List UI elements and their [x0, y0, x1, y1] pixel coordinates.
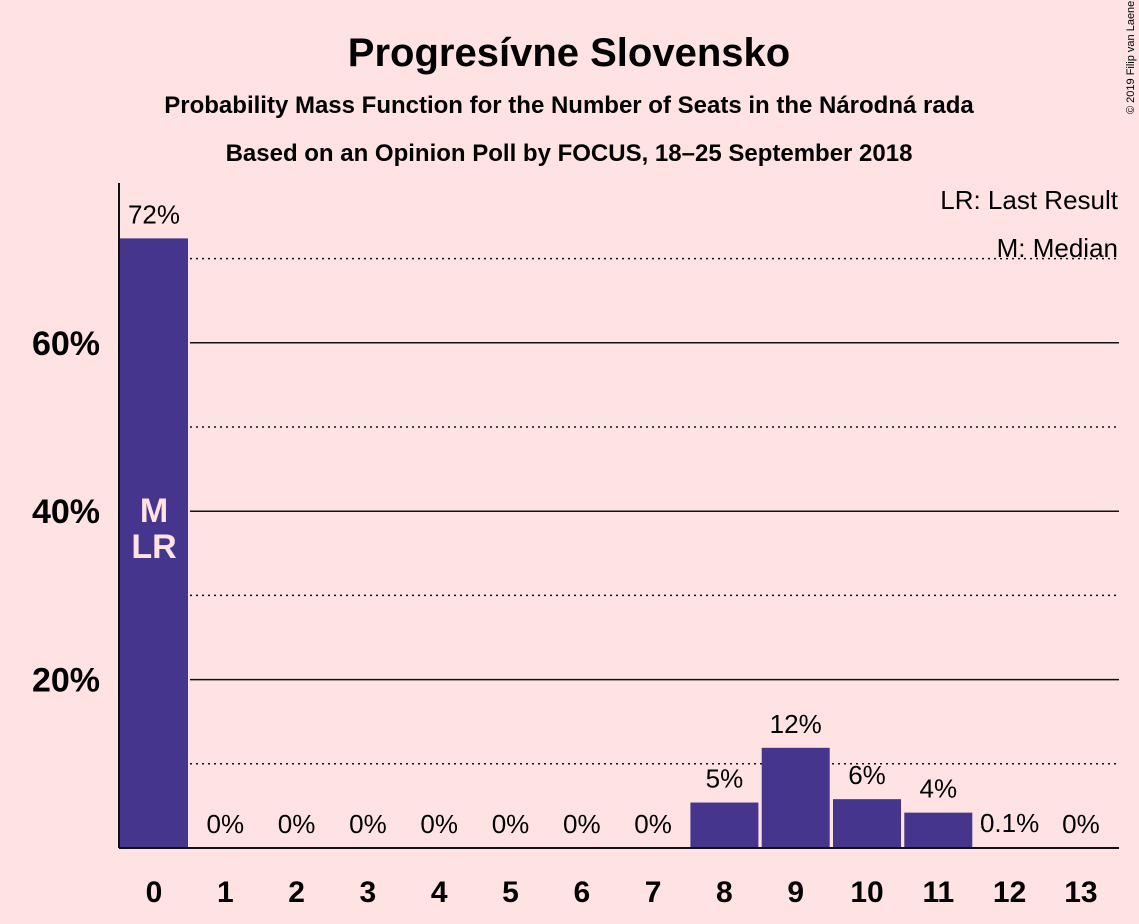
x-tick-label: 10: [850, 876, 883, 909]
x-tick-label: 9: [787, 876, 804, 909]
bar-10: [833, 799, 901, 848]
bar-value-label: 0%: [563, 809, 601, 839]
bar-markers: MLR: [131, 492, 176, 566]
x-tick-label: 4: [431, 876, 448, 909]
copyright-note: © 2019 Filip van Laenen: [1125, 0, 1137, 114]
bar-value-labels: 72% 0% 0% 0% 0% 0% 0% 0% 5% 12% 6% 4% 0.1% 0%: [128, 199, 1100, 839]
x-tick-label: 8: [716, 876, 733, 909]
chart-title: Progresívne Slovensko: [348, 31, 790, 75]
bar-value-label: 12%: [770, 709, 822, 739]
bar-11: [904, 812, 973, 848]
bar-value-label: 0%: [207, 809, 245, 839]
bar-0: [120, 238, 188, 849]
x-tick-label: 5: [502, 876, 519, 909]
bar-value-label: 0%: [1062, 809, 1100, 839]
median-marker: M: [140, 492, 168, 530]
bar-value-label: 6%: [848, 760, 886, 790]
bar-value-label: 72%: [128, 199, 180, 229]
y-tick-label: 40%: [32, 493, 100, 531]
last-result-marker: LR: [131, 528, 176, 566]
bar-value-label: 5%: [706, 764, 744, 794]
y-tick-label: 20%: [32, 662, 100, 700]
x-tick-label: 12: [993, 876, 1026, 909]
bar-value-label: 0%: [349, 809, 387, 839]
bar-8: [690, 802, 759, 848]
bar-value-label: 0%: [278, 809, 316, 839]
bar-value-label: 0%: [492, 809, 530, 839]
legend-last-result: LR: Last Result: [940, 185, 1119, 215]
y-tick-label: 60%: [32, 325, 100, 363]
x-tick-label: 13: [1064, 876, 1097, 909]
legend-median: M: Median: [997, 233, 1118, 263]
x-tick-label: 2: [288, 876, 305, 909]
chart-subtitle-2: Based on an Opinion Poll by FOCUS, 18–25…: [226, 140, 913, 167]
x-tick-label: 7: [645, 876, 662, 909]
bar-value-label: 0%: [420, 809, 458, 839]
y-tick-labels: 20% 40% 60%: [32, 325, 100, 700]
bar-value-label: 0%: [634, 809, 672, 839]
x-tick-label: 3: [360, 876, 377, 909]
chart-subtitle: Probability Mass Function for the Number…: [164, 92, 974, 119]
x-tick-label: 11: [922, 876, 954, 909]
bar-9: [761, 747, 830, 848]
x-tick-label: 1: [217, 876, 234, 909]
gridlines: [190, 257, 1119, 765]
x-tick-labels: 0 1 2 3 4 5 6 7 8 9 10 11 12 13: [146, 876, 1098, 909]
bar-value-label: 4%: [920, 774, 958, 804]
x-tick-label: 6: [573, 876, 590, 909]
x-tick-label: 0: [146, 876, 163, 909]
bars: [120, 238, 1044, 849]
bar-value-label: 0.1%: [980, 808, 1039, 838]
